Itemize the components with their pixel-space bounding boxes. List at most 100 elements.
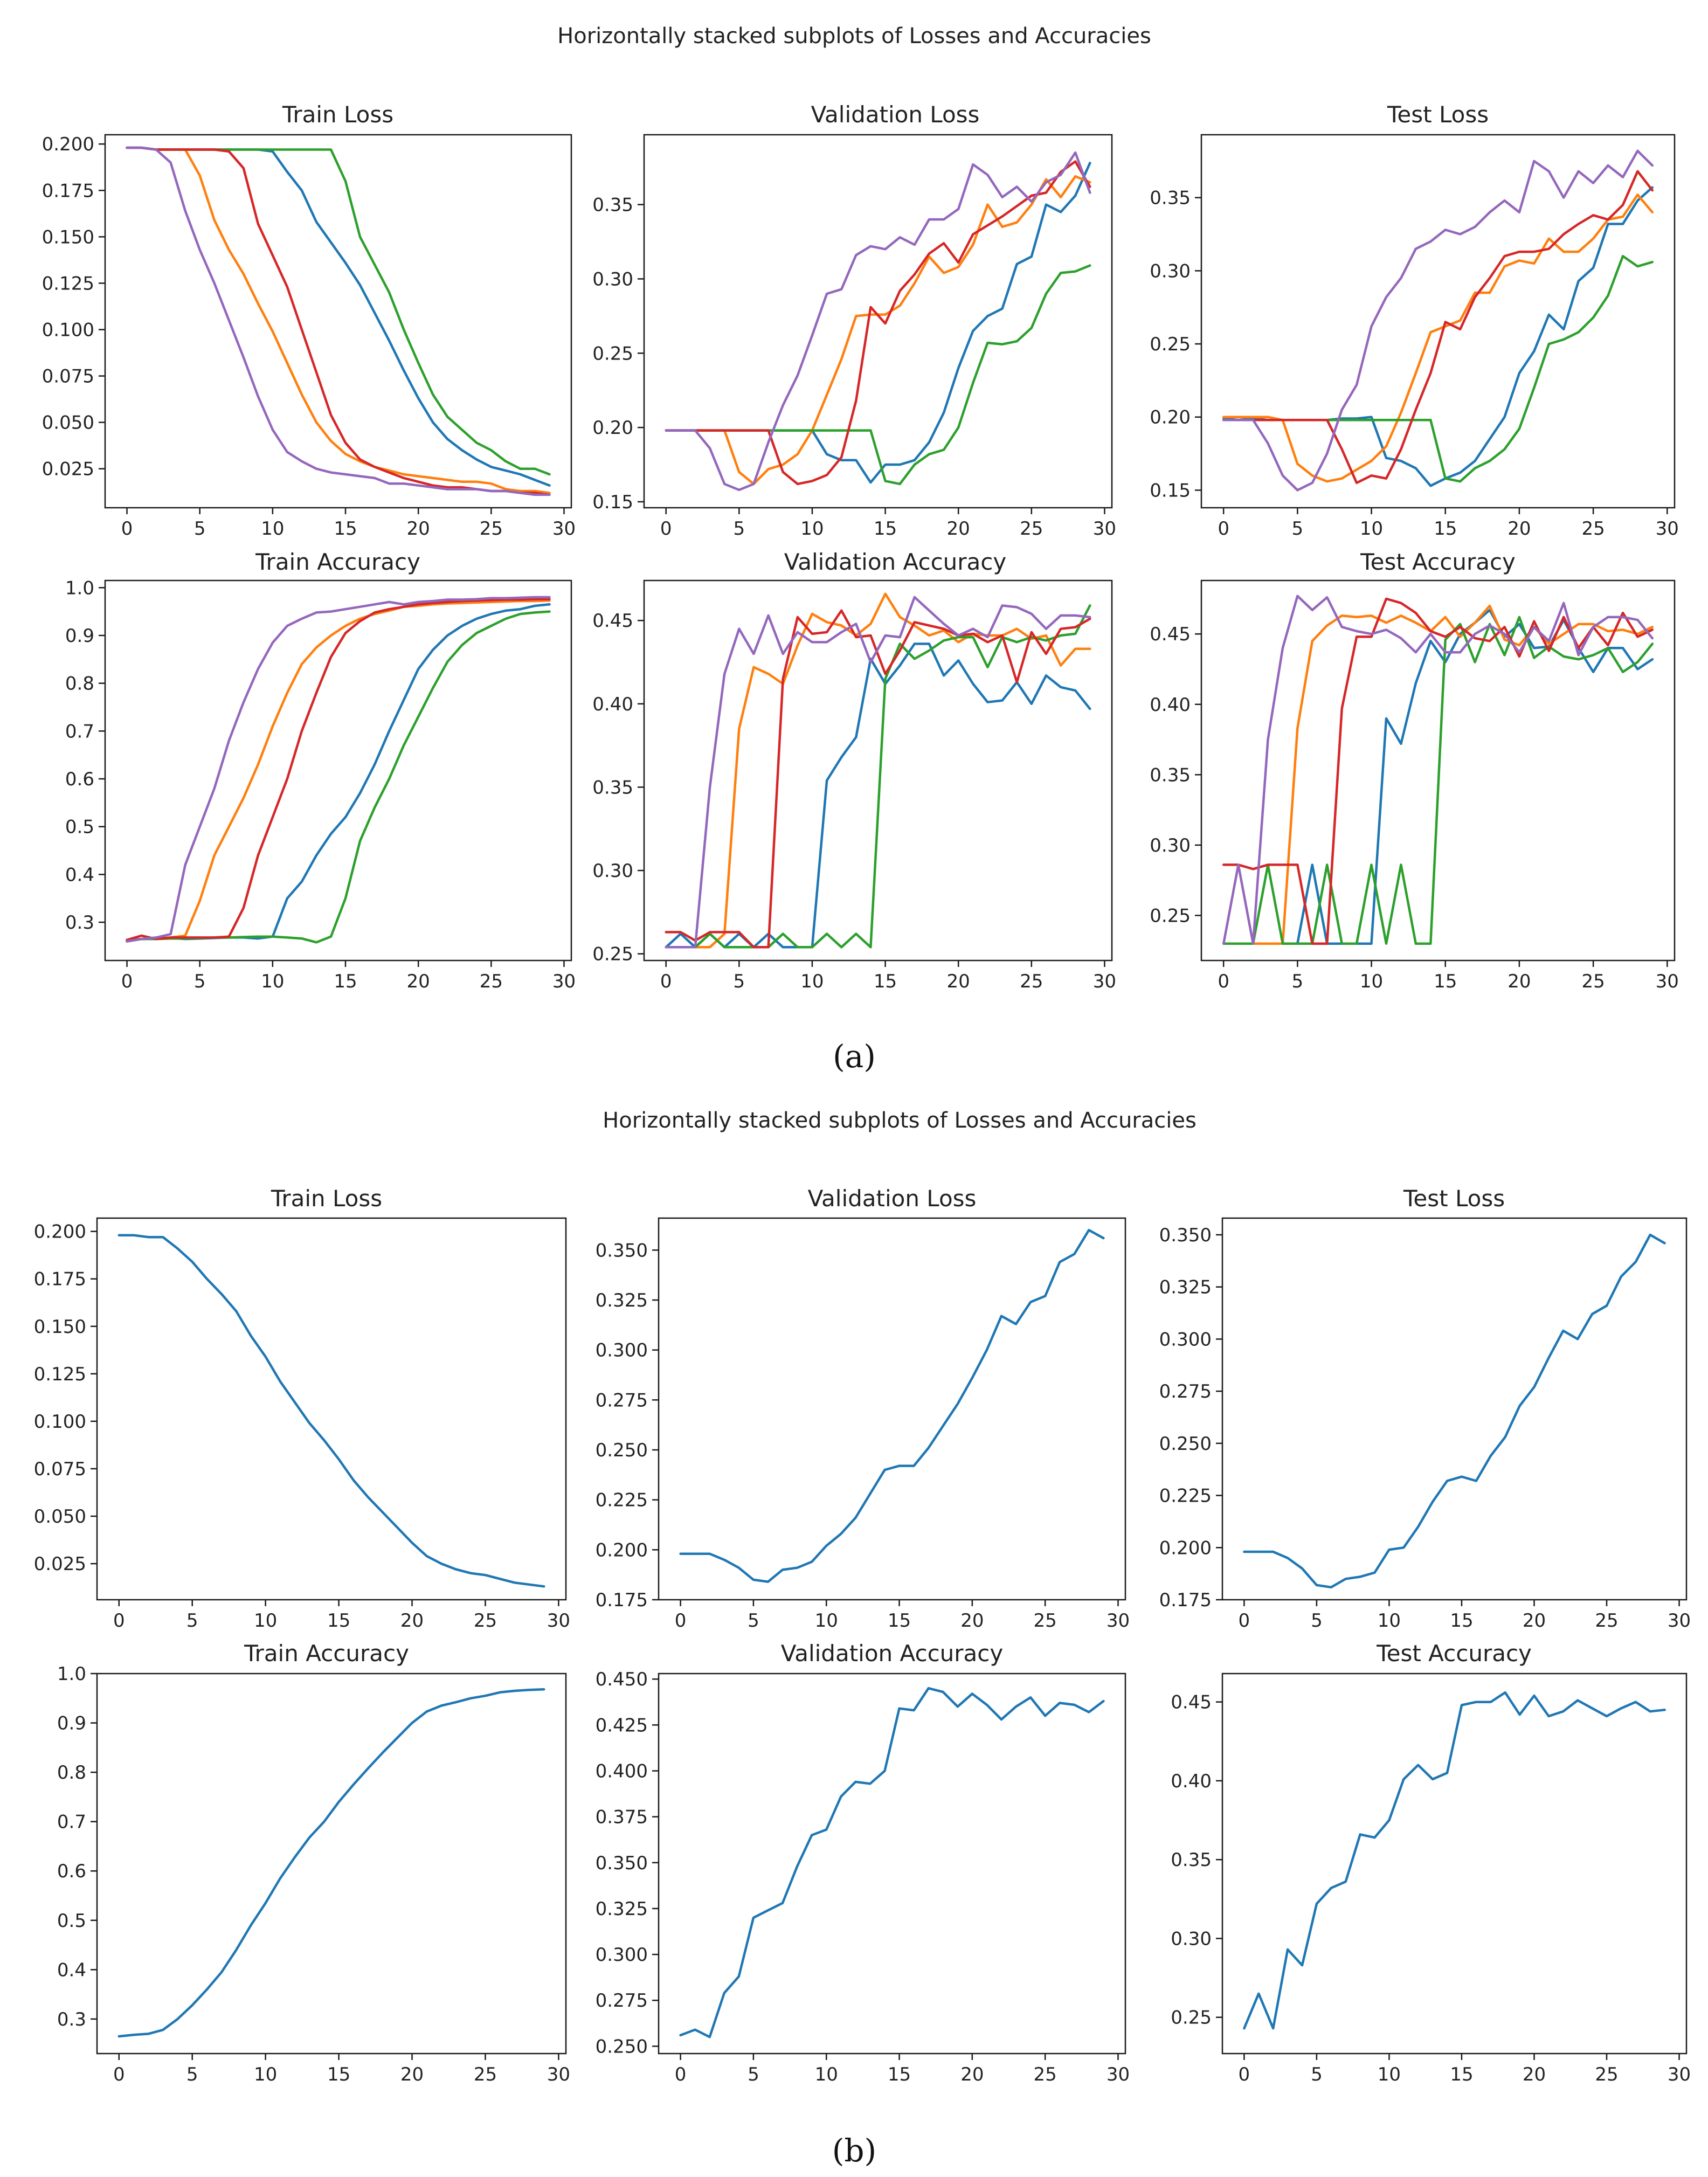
axes-frame — [1200, 579, 1676, 962]
y-tick-label: 0.4 — [65, 864, 94, 886]
y-tick-label: 0.25 — [1150, 334, 1191, 355]
series-line-2 — [126, 146, 551, 494]
series-line-4 — [126, 598, 551, 942]
x-tick-label: 0 — [660, 518, 672, 540]
y-tick-label: 0.250 — [1159, 1433, 1212, 1455]
suptitle-b: Horizontally stacked subplots of Losses … — [603, 1108, 1197, 1133]
x-tick-label: 10 — [261, 971, 284, 992]
series-line-3 — [1222, 616, 1654, 945]
y-tick-label: 0.200 — [596, 1539, 648, 1561]
y-tick-label: 0.350 — [596, 1853, 648, 1874]
y-tick-label: 0.225 — [1159, 1485, 1212, 1507]
x-tick-label: 30 — [1668, 1610, 1691, 1632]
x-tick-label: 25 — [480, 518, 503, 540]
y-tick-label: 0.30 — [592, 860, 633, 882]
x-tick-label: 0 — [675, 1610, 687, 1632]
series-line-3 — [665, 604, 1091, 949]
x-tick-label: 10 — [261, 518, 284, 540]
y-tick-label: 0.7 — [57, 1812, 86, 1833]
y-tick-label: 0.40 — [592, 694, 633, 715]
x-tick-label: 10 — [254, 1610, 277, 1632]
x-tick-label: 15 — [874, 518, 897, 540]
y-tick-label: 0.30 — [592, 268, 633, 290]
series-line-5 — [1222, 149, 1654, 492]
y-tick-label: 0.325 — [596, 1290, 648, 1311]
y-tick-label: 0.5 — [57, 1910, 86, 1932]
x-tick-label: 25 — [480, 971, 503, 992]
series-line-1 — [1243, 1233, 1666, 1589]
subplot-title: Test Accuracy — [1360, 549, 1516, 575]
axes-frame — [96, 1673, 567, 2055]
plot-b-test-loss: Test Loss 0 5 10 15 20 25 30 0.175 0.200 0.225 0.2… — [1159, 1185, 1691, 1632]
panel-label-b: (b) — [832, 2132, 876, 2169]
x-tick-label: 5 — [1292, 971, 1304, 992]
x-tick-label: 15 — [888, 1610, 911, 1632]
subplot-title: Test Accuracy — [1376, 1640, 1532, 1667]
y-tick-label: 0.40 — [1150, 694, 1191, 716]
y-tick-label: 0.3 — [65, 912, 94, 934]
plot-b-train-accuracy: Train Accuracy 0 5 10 15 20 25 30 0.3 0.4 0.5 0.6 0… — [57, 1640, 570, 2085]
series-line-2 — [1222, 604, 1654, 945]
panel-label-a: (a) — [833, 1038, 876, 1075]
x-tick-label: 30 — [552, 518, 576, 540]
plot-a-validation-accuracy: Validation Accuracy 0 5 10 15 20 25 30 0.25 0.30… — [592, 549, 1116, 992]
axes-frame — [96, 1217, 567, 1601]
axes-frame — [104, 134, 572, 509]
x-tick-label: 10 — [815, 1610, 838, 1632]
y-tick-label: 0.175 — [596, 1589, 648, 1611]
y-tick-label: 0.20 — [1150, 407, 1191, 429]
x-tick-label: 20 — [1523, 2064, 1546, 2085]
x-tick-label: 15 — [1434, 518, 1457, 540]
y-tick-label: 0.025 — [34, 1553, 86, 1575]
x-tick-label: 0 — [675, 2064, 687, 2085]
series-line-4 — [1222, 170, 1654, 485]
y-tick-label: 0.100 — [34, 1411, 86, 1433]
subplot-title: Validation Loss — [811, 101, 980, 128]
y-tick-label: 1.0 — [65, 577, 94, 599]
x-tick-label: 0 — [121, 971, 133, 992]
x-tick-label: 0 — [1239, 2064, 1250, 2085]
series-line-1 — [117, 1234, 545, 1588]
x-tick-label: 15 — [327, 2064, 350, 2085]
y-tick-label: 0.200 — [34, 1221, 86, 1243]
y-tick-label: 0.325 — [1159, 1277, 1212, 1298]
x-tick-label: 0 — [1239, 1610, 1250, 1632]
x-tick-label: 15 — [1434, 971, 1457, 992]
y-tick-label: 0.8 — [65, 673, 94, 695]
x-tick-label: 0 — [113, 2064, 125, 2085]
x-tick-label: 25 — [1020, 518, 1043, 540]
y-tick-label: 0.300 — [596, 1944, 648, 1966]
plot-b-validation-accuracy: Validation Accuracy 0 5 10 15 20 25 30 0.250 0.2… — [596, 1640, 1130, 2085]
x-tick-label: 30 — [1656, 971, 1679, 992]
x-tick-label: 25 — [1034, 1610, 1057, 1632]
y-tick-label: 0.325 — [596, 1898, 648, 1920]
x-tick-label: 15 — [334, 971, 357, 992]
y-tick-label: 1.0 — [57, 1663, 86, 1685]
y-tick-label: 0.175 — [1159, 1589, 1212, 1611]
x-tick-label: 25 — [1595, 2064, 1618, 2085]
y-tick-label: 0.075 — [42, 366, 94, 388]
y-tick-label: 0.175 — [42, 180, 94, 202]
x-tick-label: 10 — [800, 971, 824, 992]
series-line-2 — [665, 592, 1091, 949]
x-tick-label: 5 — [194, 971, 206, 992]
x-tick-label: 20 — [400, 2064, 424, 2085]
axes-frame — [1221, 1217, 1688, 1601]
x-tick-label: 20 — [400, 1610, 424, 1632]
x-tick-label: 5 — [1311, 1610, 1323, 1632]
y-tick-label: 0.450 — [596, 1669, 648, 1690]
y-tick-label: 0.425 — [596, 1715, 648, 1736]
x-tick-label: 5 — [194, 518, 206, 540]
series-line-1 — [679, 1687, 1105, 2038]
x-tick-label: 10 — [1378, 2064, 1401, 2085]
series-line-4 — [665, 609, 1091, 949]
x-tick-label: 15 — [1450, 1610, 1473, 1632]
x-tick-label: 10 — [1360, 518, 1383, 540]
series-line-4 — [665, 160, 1091, 486]
axes-frame — [643, 579, 1113, 962]
plot-a-train-accuracy: Train Accuracy 0 5 10 15 20 25 30 0.3 0.4 0.5 0.6 0… — [65, 549, 576, 992]
x-tick-label: 5 — [1292, 518, 1304, 540]
x-tick-label: 30 — [1093, 518, 1116, 540]
x-tick-label: 5 — [748, 1610, 759, 1632]
